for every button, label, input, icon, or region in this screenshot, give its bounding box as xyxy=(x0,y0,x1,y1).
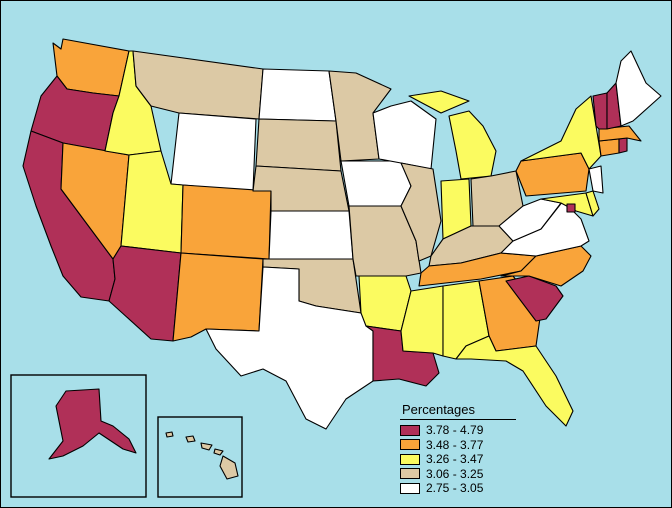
state-kansas[interactable] xyxy=(268,210,354,260)
state-florida[interactable] xyxy=(455,335,574,427)
state-hawaii[interactable] xyxy=(165,431,239,480)
legend-label: 3.78 - 4.79 xyxy=(426,423,484,438)
state-maine[interactable] xyxy=(615,50,662,127)
state-new-mexico[interactable] xyxy=(172,252,264,342)
legend-swatch xyxy=(400,439,420,451)
state-idaho[interactable] xyxy=(104,50,162,156)
state-district-of-columbia[interactable] xyxy=(566,203,576,213)
legend-item: 3.26 - 3.47 xyxy=(400,452,516,467)
state-colorado[interactable] xyxy=(180,184,272,260)
state-arizona[interactable] xyxy=(108,245,182,342)
state-wisconsin[interactable] xyxy=(372,100,437,170)
state-massachusetts[interactable] xyxy=(598,125,642,142)
state-wyoming[interactable] xyxy=(170,112,257,192)
state-new-jersey[interactable] xyxy=(588,165,604,194)
legend-swatch xyxy=(400,453,420,465)
legend-swatch xyxy=(400,424,420,436)
state-iowa[interactable] xyxy=(340,160,412,207)
legend-label: 3.26 - 3.47 xyxy=(426,452,484,467)
state-new-york[interactable] xyxy=(520,95,602,170)
legend-divider xyxy=(400,419,516,420)
hawaii-inset-box xyxy=(157,416,243,498)
legend-label: 3.06 - 3.25 xyxy=(426,466,484,481)
state-rhode-island[interactable] xyxy=(618,137,628,154)
legend-swatch xyxy=(400,468,420,480)
state-texas[interactable] xyxy=(205,266,374,430)
state-alaska[interactable] xyxy=(48,388,137,460)
legend: Percentages 3.78 - 4.79 3.48 - 3.77 3.26 -… xyxy=(400,402,516,496)
state-south-dakota[interactable] xyxy=(255,118,342,172)
legend-item: 2.75 - 3.05 xyxy=(400,481,516,496)
legend-title: Percentages xyxy=(402,402,475,417)
legend-label: 2.75 - 3.05 xyxy=(426,481,484,496)
state-illinois[interactable] xyxy=(400,162,442,262)
legend-item: 3.48 - 3.77 xyxy=(400,438,516,453)
state-north-dakota[interactable] xyxy=(258,68,337,122)
state-montana[interactable] xyxy=(132,50,264,120)
legend-item: 3.78 - 4.79 xyxy=(400,423,516,438)
legend-label: 3.48 - 3.77 xyxy=(426,437,484,452)
legend-item: 3.06 - 3.25 xyxy=(400,467,516,482)
legend-swatch xyxy=(400,482,420,494)
state-north-carolina[interactable] xyxy=(500,245,592,287)
state-delaware[interactable] xyxy=(585,190,600,217)
state-michigan[interactable] xyxy=(408,90,497,180)
state-connecticut[interactable] xyxy=(598,138,620,157)
state-vermont[interactable] xyxy=(592,92,608,130)
